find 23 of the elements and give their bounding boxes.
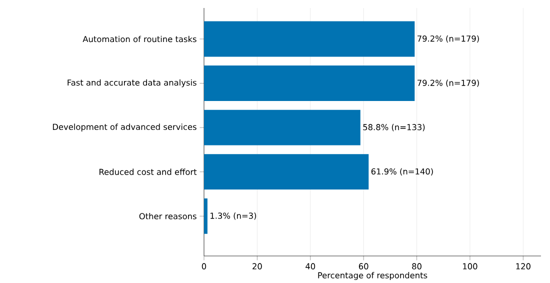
data-label: 1.3% (n=3) [210, 212, 256, 220]
x-tick-label: 40 [306, 263, 316, 270]
y-tick-label: Reduced cost and effort [100, 168, 197, 176]
data-label: 61.9% (n=140) [371, 168, 433, 176]
y-tick-label: Automation of routine tasks [82, 36, 196, 42]
bar [204, 198, 208, 234]
x-tick-label: 0 [202, 263, 206, 270]
x-tick-label: 20 [252, 263, 262, 270]
bar [204, 66, 415, 101]
data-label: 58.8% (n=133) [363, 124, 425, 132]
x-tick-label: 120 [516, 263, 530, 270]
y-tick-label: Fast and accurate data analysis [68, 79, 196, 88]
x-axis-title: Percentage of respondents [318, 272, 428, 280]
data-label: 79.2% (n=179) [418, 80, 479, 87]
bar [204, 21, 415, 57]
x-tick-label: 80 [412, 263, 422, 270]
y-tick-label: Other reasons [139, 212, 196, 220]
x-tick-label: 100 [463, 263, 478, 270]
y-tick-label: Development of advanced services [52, 124, 196, 132]
bar [204, 154, 369, 190]
data-label: 79.2% (n=179) [418, 35, 479, 43]
bar [204, 110, 360, 146]
x-tick-label: 60 [358, 263, 368, 270]
